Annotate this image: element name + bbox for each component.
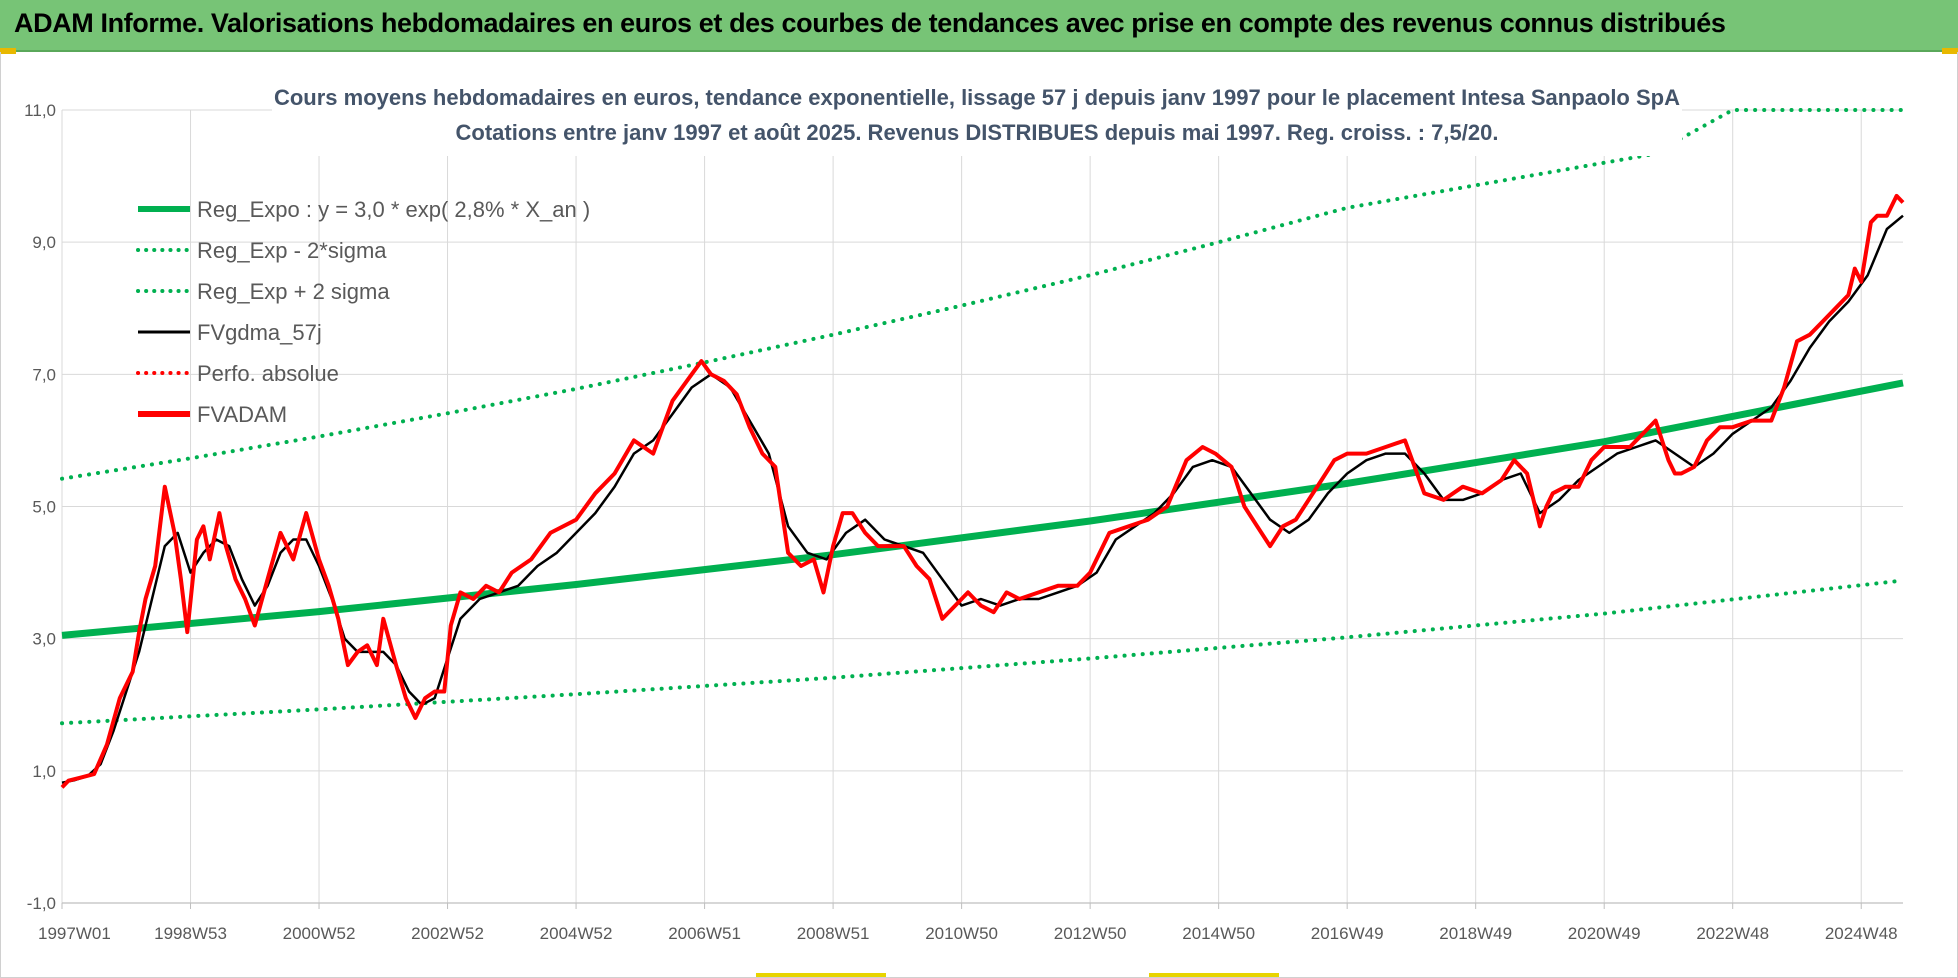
fvadam-line bbox=[60, 193, 1905, 789]
chart-title-line-2: Cotations entre janv 1997 et août 2025. … bbox=[456, 120, 1499, 145]
y-tick-label: 9,0 bbox=[32, 233, 56, 252]
chart-title-block: Cours moyens hebdomadaires en euros, ten… bbox=[272, 80, 1682, 156]
x-tick-label: 1998W53 bbox=[154, 924, 227, 943]
chart-axes: -1,0 1,0 3,0 5,0 7,0 9,0 11,0 1997W01 1998W53 200… bbox=[24, 101, 1903, 943]
x-tick-label: 2008W51 bbox=[797, 924, 870, 943]
y-tick-label: 1,0 bbox=[32, 762, 56, 781]
x-tick-label: 2024W48 bbox=[1825, 924, 1898, 943]
legend-label: FVADAM bbox=[197, 402, 287, 427]
x-tick-label: 2004W52 bbox=[540, 924, 613, 943]
corner-marker-left bbox=[0, 48, 16, 54]
chart-title-line-1: Cours moyens hebdomadaires en euros, ten… bbox=[274, 85, 1680, 110]
fvgdma-line bbox=[61, 214, 1904, 784]
x-tick-label: 2012W50 bbox=[1054, 924, 1127, 943]
x-tick-label: 2014W50 bbox=[1182, 924, 1255, 943]
x-tick-label: 1997W01 bbox=[38, 924, 111, 943]
x-tick-label: 2010W50 bbox=[925, 924, 998, 943]
y-tick-label: 7,0 bbox=[32, 365, 56, 384]
y-tick-label: 5,0 bbox=[32, 498, 56, 517]
legend-label: Perfo. absolue bbox=[197, 361, 339, 386]
regression-line bbox=[61, 379, 1904, 639]
y-tick-label: 3,0 bbox=[32, 630, 56, 649]
legend-label: Reg_Exp + 2 sigma bbox=[197, 279, 390, 304]
legend-label: Reg_Exp - 2*sigma bbox=[197, 238, 387, 263]
y-tick-label: 11,0 bbox=[24, 101, 56, 120]
chart-legend: Reg_Expo : y = 3,0 * exp( 2,8% * X_an ) R… bbox=[136, 197, 590, 427]
x-tick-label: 2006W51 bbox=[668, 924, 741, 943]
report-banner: ADAM Informe. Valorisations hebdomadaire… bbox=[0, 0, 1958, 52]
legend-label: Reg_Expo : y = 3,0 * exp( 2,8% * X_an ) bbox=[197, 197, 590, 222]
x-tick-label: 2020W49 bbox=[1568, 924, 1641, 943]
x-tick-label: 2022W48 bbox=[1696, 924, 1769, 943]
report-title: ADAM Informe. Valorisations hebdomadaire… bbox=[14, 8, 1726, 38]
chart-grid bbox=[61, 109, 1903, 904]
x-tick-label: 2000W52 bbox=[283, 924, 356, 943]
x-tick-label: 2002W52 bbox=[411, 924, 484, 943]
chart-series bbox=[60, 108, 1905, 789]
frame-mark bbox=[756, 973, 886, 977]
legend-label: FVgdma_57j bbox=[197, 320, 322, 345]
frame-mark bbox=[1149, 973, 1279, 977]
lower-band-line bbox=[60, 578, 1905, 726]
x-tick-label: 2018W49 bbox=[1439, 924, 1512, 943]
corner-marker-right bbox=[1942, 48, 1958, 54]
y-tick-label: -1,0 bbox=[27, 894, 56, 913]
upper-band-line bbox=[60, 108, 1905, 481]
x-tick-label: 2016W49 bbox=[1311, 924, 1384, 943]
chart-title-backdrop bbox=[272, 80, 1682, 156]
